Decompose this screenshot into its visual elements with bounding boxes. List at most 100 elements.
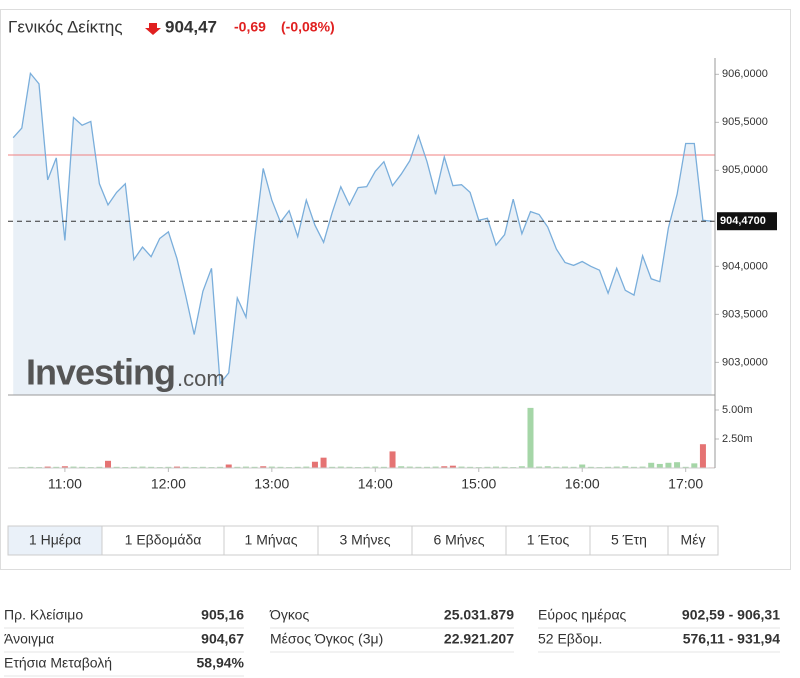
range-button-label[interactable]: 1 Εβδομάδα bbox=[125, 532, 202, 548]
volume-bar bbox=[406, 466, 413, 468]
volume-bar bbox=[105, 460, 112, 468]
volume-bar bbox=[398, 466, 405, 468]
watermark-suffix: .com bbox=[177, 366, 225, 391]
stat-value: 22.921.207 bbox=[444, 631, 514, 647]
volume-bar bbox=[61, 466, 68, 468]
volume-bar bbox=[493, 466, 500, 468]
volume-bar bbox=[656, 463, 663, 468]
range-button-label[interactable]: 3 Μήνες bbox=[339, 532, 390, 548]
volume-bar bbox=[260, 466, 267, 468]
stat-value: 576,11 - 931,94 bbox=[683, 631, 781, 647]
volume-bar bbox=[674, 462, 681, 468]
stat-label: Εύρος ημέρας bbox=[538, 607, 627, 623]
stat-label: Μέσος Όγκος (3μ) bbox=[270, 631, 383, 647]
volume-bar bbox=[303, 466, 310, 468]
volume-bar bbox=[424, 466, 431, 468]
range-button-label[interactable]: Μέγ bbox=[681, 532, 706, 548]
stat-label: Άνοιγμα bbox=[4, 631, 54, 647]
volume-bar bbox=[458, 466, 465, 468]
volume-bar bbox=[605, 466, 612, 468]
stat-label: 52 Εβδομ. bbox=[538, 631, 602, 647]
x-tick-label: 16:00 bbox=[565, 476, 600, 492]
volume-bar bbox=[699, 444, 706, 468]
last-price-box bbox=[717, 212, 777, 231]
index-title: Γενικός Δείκτης bbox=[8, 17, 123, 36]
volume-bar bbox=[639, 466, 646, 468]
range-button[interactable] bbox=[505, 525, 591, 556]
volume-bar bbox=[70, 466, 77, 468]
volume-bar bbox=[53, 466, 60, 468]
volume-bar bbox=[96, 466, 103, 468]
x-tick-label: 15:00 bbox=[461, 476, 496, 492]
stat-label: Όγκος bbox=[269, 607, 309, 623]
volume-bar bbox=[665, 462, 672, 468]
stat-value: 905,16 bbox=[201, 607, 244, 623]
range-button-label[interactable]: 6 Μήνες bbox=[433, 532, 484, 548]
range-button[interactable] bbox=[101, 525, 225, 556]
volume-bar bbox=[570, 466, 577, 468]
volume-bar bbox=[380, 466, 387, 468]
range-button[interactable] bbox=[411, 525, 507, 556]
stat-value: 902,59 - 906,31 bbox=[682, 607, 780, 623]
volume-bar bbox=[130, 466, 137, 468]
range-button-label[interactable]: 1 Μήνας bbox=[245, 532, 298, 548]
x-tick-label: 11:00 bbox=[48, 476, 82, 492]
volume-bar bbox=[311, 461, 318, 468]
volume-bar bbox=[148, 466, 155, 468]
range-button[interactable] bbox=[317, 525, 413, 556]
stat-value: 58,94% bbox=[197, 655, 245, 671]
volume-bar bbox=[372, 466, 379, 468]
range-button-label[interactable]: 1 Ημέρα bbox=[29, 532, 81, 548]
y-tick-label: 903,0000 bbox=[722, 356, 768, 368]
volume-bar bbox=[544, 466, 551, 468]
volume-bar bbox=[415, 466, 422, 468]
volume-bar bbox=[691, 463, 698, 468]
volume-bar bbox=[467, 466, 474, 468]
down-arrow bbox=[145, 23, 161, 35]
y-tick-label: 5.00m bbox=[722, 404, 753, 416]
volume-bar bbox=[242, 466, 249, 468]
volume-bar bbox=[536, 466, 543, 468]
volume-bar bbox=[217, 466, 224, 468]
volume-bar bbox=[484, 466, 491, 468]
range-button-label[interactable]: 1 Έτος bbox=[527, 532, 570, 548]
range-button-label[interactable]: 5 Έτη bbox=[611, 532, 647, 548]
price-change: -0,69 bbox=[234, 19, 266, 35]
volume-bar bbox=[622, 466, 629, 468]
x-tick-label: 12:00 bbox=[151, 476, 186, 492]
volume-bar bbox=[182, 466, 189, 468]
volume-bar bbox=[337, 466, 344, 468]
volume-bar bbox=[225, 464, 232, 468]
volume-bar bbox=[613, 466, 620, 468]
volume-bar bbox=[630, 466, 637, 468]
y-tick-label: 904,0000 bbox=[722, 260, 768, 272]
volume-bar bbox=[173, 466, 180, 468]
watermark: Investing bbox=[26, 352, 175, 393]
volume-bar bbox=[682, 466, 689, 468]
volume-bar bbox=[346, 466, 353, 468]
last-price-label: 904,4700 bbox=[720, 215, 766, 227]
volume-bar bbox=[139, 466, 146, 468]
range-button[interactable] bbox=[7, 525, 103, 556]
volume-bar bbox=[251, 466, 258, 468]
volume-bar bbox=[27, 466, 34, 468]
price-change-pct: (-0,08%) bbox=[281, 19, 335, 35]
volume-bar bbox=[268, 466, 275, 468]
volume-bar bbox=[79, 466, 86, 468]
volume-bar bbox=[389, 451, 396, 468]
stat-label: Πρ. Κλείσιμο bbox=[4, 607, 83, 623]
y-tick-label: 905,5000 bbox=[722, 116, 768, 128]
x-tick-label: 14:00 bbox=[358, 476, 393, 492]
volume-bar bbox=[432, 466, 439, 468]
volume-bar bbox=[320, 457, 327, 468]
stat-label: Ετήσια Μεταβολή bbox=[4, 655, 112, 671]
range-button[interactable] bbox=[667, 525, 719, 556]
volume-bar bbox=[518, 466, 525, 468]
volume-bar bbox=[363, 466, 370, 468]
volume-bar bbox=[199, 466, 206, 468]
volume-bar bbox=[277, 466, 284, 468]
range-button[interactable] bbox=[589, 525, 669, 556]
volume-bar bbox=[579, 464, 586, 468]
volume-bar bbox=[501, 466, 508, 468]
